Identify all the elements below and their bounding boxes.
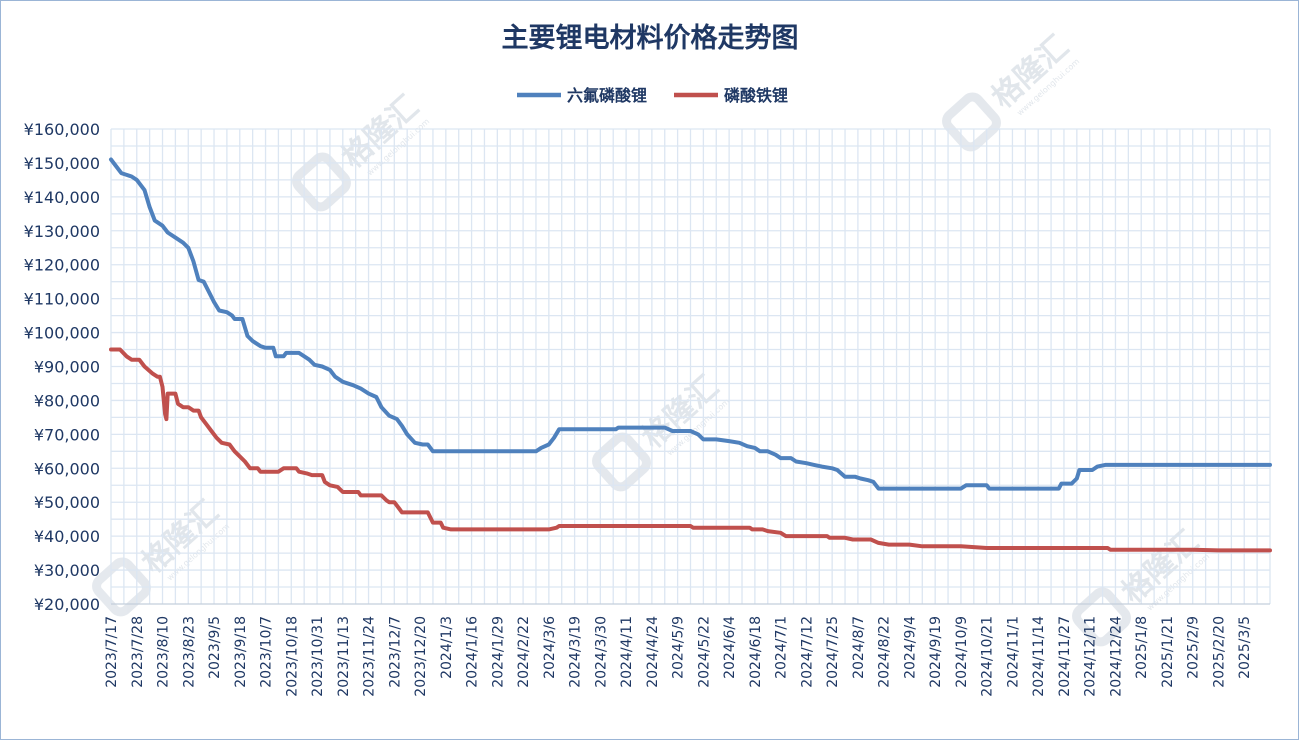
x-tick-label: 2024/10/21 bbox=[980, 616, 996, 697]
x-tick-label: 2024/4/24 bbox=[645, 616, 661, 688]
x-tick-label: 2025/1/8 bbox=[1134, 616, 1150, 679]
watermark-logo-icon bbox=[592, 432, 651, 492]
y-tick-label: ¥50,000 bbox=[34, 493, 100, 512]
legend-label: 磷酸铁锂 bbox=[724, 86, 788, 105]
legend-item-lipf6: 六氟磷酸锂 bbox=[517, 86, 647, 105]
x-tick-label: 2024/4/11 bbox=[619, 616, 635, 688]
legend-item-lfp: 磷酸铁锂 bbox=[674, 86, 788, 105]
legend-label: 六氟磷酸锂 bbox=[567, 86, 647, 105]
x-tick-label: 2024/3/6 bbox=[542, 616, 558, 679]
x-tick-label: 2023/10/18 bbox=[284, 616, 300, 697]
x-tick-label: 2023/12/20 bbox=[413, 616, 429, 697]
y-tick-label: ¥20,000 bbox=[34, 595, 100, 614]
x-tick-label: 2023/7/28 bbox=[130, 616, 146, 688]
chart-legend: 六氟磷酸锂 磷酸铁锂 bbox=[517, 86, 788, 105]
series-line-lipf6 bbox=[109, 157, 1272, 491]
y-tick-label: ¥100,000 bbox=[24, 324, 100, 343]
x-tick-label: 2025/2/20 bbox=[1211, 616, 1227, 688]
x-tick-label: 2024/7/25 bbox=[825, 616, 841, 688]
x-tick-label: 2024/9/4 bbox=[902, 616, 918, 679]
chart-title: 主要锂电材料价格走势图 bbox=[502, 23, 799, 54]
x-tick-label: 2023/11/13 bbox=[336, 616, 352, 697]
y-tick-label: ¥140,000 bbox=[24, 188, 100, 207]
x-tick-label: 2023/8/10 bbox=[156, 616, 172, 688]
x-tick-label: 2023/10/31 bbox=[310, 616, 326, 697]
y-tick-label: ¥30,000 bbox=[34, 561, 100, 580]
x-tick-label: 2023/11/24 bbox=[362, 616, 378, 697]
x-tick-label: 2024/6/4 bbox=[722, 616, 738, 679]
y-tick-label: ¥150,000 bbox=[24, 154, 100, 173]
x-tick-label: 2023/10/7 bbox=[259, 616, 275, 688]
x-tick-label: 2024/7/12 bbox=[799, 616, 815, 688]
x-tick-label: 2024/1/3 bbox=[439, 616, 455, 679]
x-tick-label: 2024/9/19 bbox=[928, 616, 944, 688]
x-tick-label: 2023/7/17 bbox=[104, 616, 120, 688]
y-tick-label: ¥160,000 bbox=[24, 120, 100, 139]
y-tick-label: ¥40,000 bbox=[34, 527, 100, 546]
x-tick-label: 2024/5/9 bbox=[671, 616, 687, 679]
series-layer bbox=[109, 157, 1272, 553]
chart-grid bbox=[110, 128, 1271, 605]
x-tick-label: 2024/5/22 bbox=[696, 616, 712, 688]
x-tick-label: 2024/3/19 bbox=[568, 616, 584, 688]
x-tick-label: 2024/12/24 bbox=[1108, 616, 1124, 697]
x-tick-label: 2023/12/7 bbox=[387, 616, 403, 688]
y-tick-label: ¥130,000 bbox=[24, 222, 100, 241]
x-tick-label: 2024/10/9 bbox=[954, 616, 970, 688]
series-line-lfp bbox=[109, 347, 1272, 553]
x-tick-label: 2024/3/30 bbox=[593, 616, 609, 688]
x-tick-label: 2025/1/21 bbox=[1160, 616, 1176, 688]
x-tick-label: 2024/6/18 bbox=[748, 616, 764, 688]
x-tick-label: 2024/2/22 bbox=[516, 616, 532, 688]
x-tick-label: 2023/9/18 bbox=[233, 616, 249, 688]
x-tick-label: 2024/11/14 bbox=[1031, 616, 1047, 697]
x-tick-label: 2024/12/11 bbox=[1083, 616, 1099, 697]
y-tick-label: ¥80,000 bbox=[34, 391, 100, 410]
x-tick-label: 2024/8/7 bbox=[851, 616, 867, 679]
y-tick-label: ¥120,000 bbox=[24, 256, 100, 275]
x-tick-label: 2024/11/1 bbox=[1005, 616, 1021, 688]
x-axis: 2023/7/17 2023/7/28 2023/8/10 2023/8/23 2023… bbox=[104, 616, 1253, 697]
x-tick-label: 2023/8/23 bbox=[181, 616, 197, 688]
x-tick-label: 2024/1/29 bbox=[490, 616, 506, 688]
watermark-logo-icon bbox=[942, 92, 1001, 152]
x-tick-label: 2025/3/5 bbox=[1237, 616, 1253, 679]
y-tick-label: ¥110,000 bbox=[24, 290, 100, 309]
x-tick-label: 2025/2/9 bbox=[1186, 616, 1202, 679]
x-tick-label: 2024/7/1 bbox=[774, 616, 790, 679]
y-tick-label: ¥90,000 bbox=[34, 358, 100, 377]
x-tick-label: 2023/9/5 bbox=[207, 616, 223, 679]
watermark-logo-icon bbox=[292, 152, 351, 212]
x-tick-label: 2024/11/27 bbox=[1057, 616, 1073, 697]
x-tick-label: 2024/8/22 bbox=[877, 616, 893, 688]
y-tick-label: ¥60,000 bbox=[34, 459, 100, 478]
y-tick-label: ¥70,000 bbox=[34, 425, 100, 444]
x-tick-label: 2024/1/16 bbox=[465, 616, 481, 688]
y-axis: ¥160,000 ¥150,000 ¥140,000 ¥130,000 ¥120,000… bbox=[24, 120, 100, 614]
